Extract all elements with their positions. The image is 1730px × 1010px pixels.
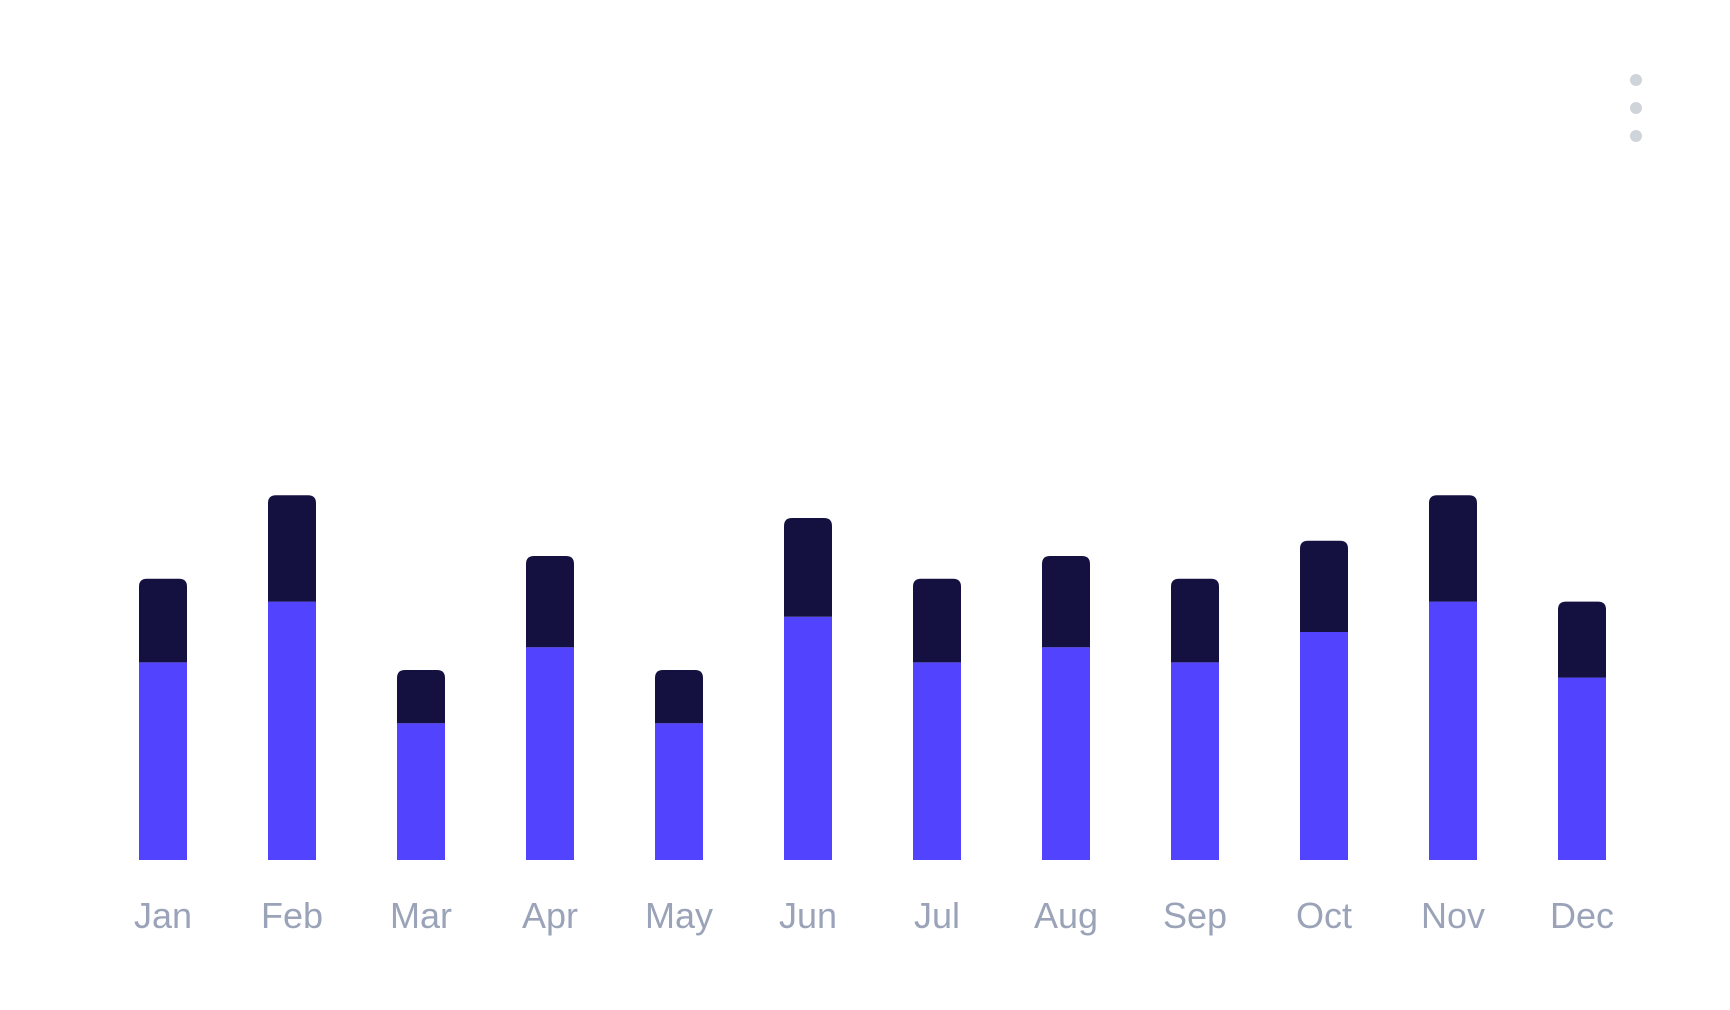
bar-sep-top: [1171, 578, 1219, 663]
bar-sep-bottom: [1171, 662, 1219, 860]
menu-dot: [1630, 130, 1642, 142]
bar-nov-top: [1429, 495, 1477, 602]
bar-mar-top: [397, 670, 445, 724]
bar-dec-bottom: [1558, 677, 1606, 860]
x-tick-label: May: [645, 895, 713, 936]
x-tick-label: Dec: [1550, 895, 1614, 936]
x-tick-label: Nov: [1421, 895, 1485, 936]
bar-feb-top: [268, 495, 316, 602]
menu-dot: [1630, 102, 1642, 114]
bar-aug-top: [1042, 556, 1090, 648]
bar-jun-top: [784, 518, 832, 617]
x-tick-label: Jun: [779, 895, 837, 936]
bar-may-bottom: [655, 723, 703, 860]
bar-jun-bottom: [784, 616, 832, 860]
x-tick-label: Apr: [522, 895, 578, 936]
bar-jan-top: [139, 578, 187, 663]
bar-jan-bottom: [139, 662, 187, 860]
x-tick-label: Jul: [914, 895, 960, 936]
bar-mar-bottom: [397, 723, 445, 860]
x-tick-label: Jan: [134, 895, 192, 936]
bar-apr-top: [526, 556, 574, 648]
bar-jul-bottom: [913, 662, 961, 860]
bar-apr-bottom: [526, 647, 574, 860]
more-vertical-icon[interactable]: [1618, 70, 1654, 146]
x-tick-label: Mar: [390, 895, 452, 936]
x-tick-label: Feb: [261, 895, 323, 936]
bar-oct-bottom: [1300, 632, 1348, 860]
bar-jul-top: [913, 578, 961, 663]
bar-oct-top: [1300, 540, 1348, 632]
bar-may-top: [655, 670, 703, 724]
x-tick-label: Aug: [1034, 895, 1098, 936]
bar-feb-bottom: [268, 601, 316, 860]
x-tick-label: Oct: [1296, 895, 1352, 936]
bar-aug-bottom: [1042, 647, 1090, 860]
bar-dec-top: [1558, 601, 1606, 678]
bar-nov-bottom: [1429, 601, 1477, 860]
menu-dot: [1630, 74, 1642, 86]
x-tick-label: Sep: [1163, 895, 1227, 936]
